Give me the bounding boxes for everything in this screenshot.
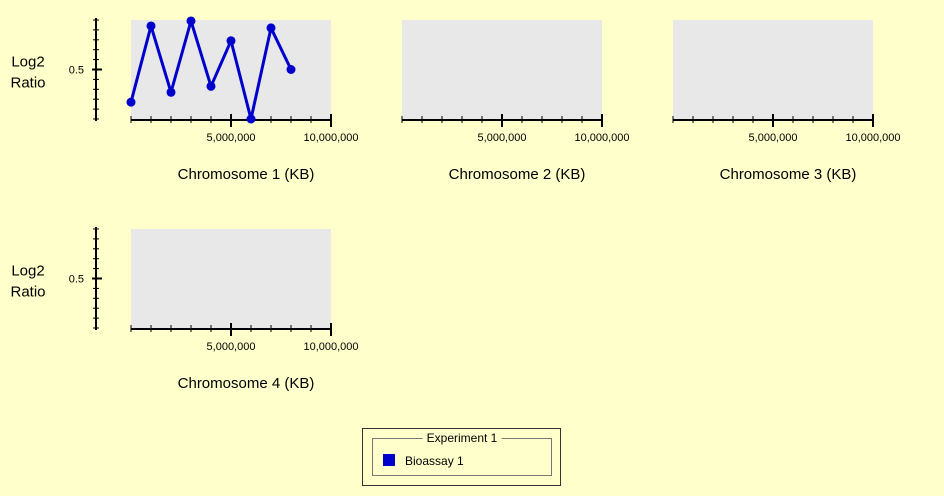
data-point — [206, 81, 216, 91]
x-axis-label-chr3: Chromosome 3 (KB) — [720, 166, 857, 183]
data-point — [246, 114, 256, 124]
x-tick-label-chr1: 5,000,000 — [207, 132, 256, 144]
legend-title: Experiment 1 — [422, 431, 502, 445]
data-point — [286, 65, 296, 74]
legend: Experiment 1 Bioassay 1 — [362, 428, 561, 486]
data-point — [186, 16, 196, 26]
x-tick-label-chr3: 10,000,000 — [845, 132, 900, 144]
x-tick-label-chr4: 5,000,000 — [207, 341, 256, 353]
legend-group: Experiment 1 Bioassay 1 — [372, 431, 552, 476]
y-axis-label-chr4: Log2 Ratio — [10, 263, 45, 301]
x-tick-label-chr1: 10,000,000 — [303, 132, 358, 144]
data-point — [146, 21, 156, 31]
x-tick-label-chr4: 10,000,000 — [303, 341, 358, 353]
y-tick-label-chr1: 0.5 — [69, 65, 84, 77]
x-axis-label-chr1: Chromosome 1 (KB) — [178, 166, 315, 183]
x-tick-label-chr2: 10,000,000 — [574, 132, 629, 144]
y-axis-label-chr1: Log2 Ratio — [10, 54, 45, 92]
data-point — [166, 87, 176, 97]
data-point — [266, 23, 276, 33]
legend-swatch-bioassay-1 — [383, 454, 395, 466]
data-point — [226, 36, 236, 46]
data-point — [126, 97, 136, 107]
plot-background-chr1 — [131, 20, 331, 119]
plot-background-chr4 — [131, 229, 331, 328]
y-tick-label-chr4: 0.5 — [69, 274, 84, 286]
plot-background-chr2 — [402, 20, 602, 119]
x-tick-label-chr3: 5,000,000 — [749, 132, 798, 144]
x-axis-label-chr2: Chromosome 2 (KB) — [449, 166, 586, 183]
x-axis-label-chr4: Chromosome 4 (KB) — [178, 375, 315, 392]
x-tick-label-chr2: 5,000,000 — [478, 132, 527, 144]
plot-background-chr3 — [673, 20, 873, 119]
legend-label-bioassay-1: Bioassay 1 — [405, 454, 464, 468]
